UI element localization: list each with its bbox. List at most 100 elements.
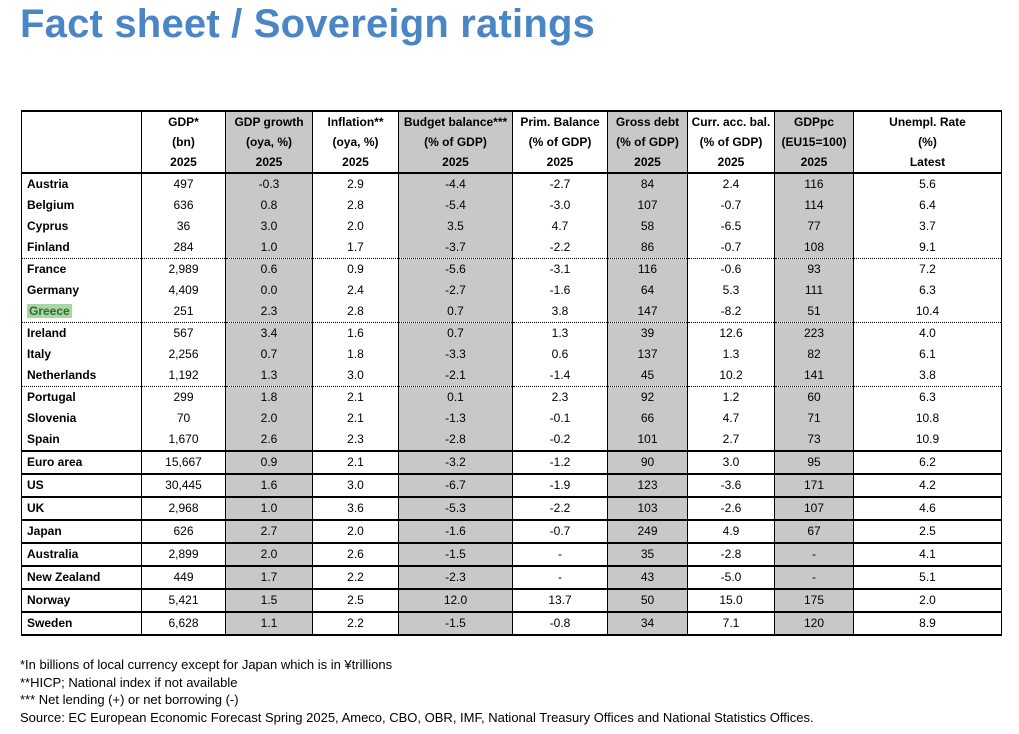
header-gdppc: 2025 bbox=[774, 152, 854, 174]
cell-gdp: 1,192 bbox=[141, 365, 226, 387]
country-name: Japan bbox=[21, 520, 142, 544]
header-inflation: (oya, %) bbox=[312, 132, 399, 152]
header-inflation: Inflation** bbox=[312, 110, 399, 132]
header-budget-balance: 2025 bbox=[398, 152, 513, 174]
cell-gross-debt: 86 bbox=[607, 237, 688, 259]
header-prim-balance: 2025 bbox=[512, 152, 608, 174]
header-budget-balance: (% of GDP) bbox=[398, 132, 513, 152]
cell-gdppc: 93 bbox=[774, 258, 854, 280]
cell-gdppc: 114 bbox=[774, 195, 854, 216]
cell-gdp: 70 bbox=[141, 408, 226, 429]
cell-gdp-growth: 1.7 bbox=[225, 566, 313, 590]
header-row: GDP* GDP growth Inflation** Budget balance*… bbox=[21, 110, 1002, 132]
cell-curr-acc-bal: 4.9 bbox=[687, 520, 775, 544]
cell-unempl-rate: 10.8 bbox=[853, 408, 1002, 429]
header-gross-debt: 2025 bbox=[607, 152, 688, 174]
cell-unempl-rate: 10.4 bbox=[853, 301, 1002, 323]
cell-curr-acc-bal: -8.2 bbox=[687, 301, 775, 323]
cell-gross-debt: 103 bbox=[607, 497, 688, 521]
cell-gross-debt: 50 bbox=[607, 589, 688, 613]
cell-prim-balance: -0.1 bbox=[512, 408, 608, 429]
cell-gdp-growth: 0.9 bbox=[225, 451, 313, 475]
header-unempl-rate: Unempl. Rate bbox=[853, 110, 1002, 132]
cell-curr-acc-bal: 2.4 bbox=[687, 173, 775, 195]
cell-gross-debt: 45 bbox=[607, 365, 688, 387]
cell-unempl-rate: 6.2 bbox=[853, 451, 1002, 475]
cell-curr-acc-bal: -2.6 bbox=[687, 497, 775, 521]
cell-budget-balance: -3.2 bbox=[398, 451, 513, 475]
cell-budget-balance: -6.7 bbox=[398, 474, 513, 498]
header-unempl-rate: (%) bbox=[853, 132, 1002, 152]
cell-gdppc: 71 bbox=[774, 408, 854, 429]
country-label: Germany bbox=[27, 283, 80, 297]
cell-gdp-growth: 0.8 bbox=[225, 195, 313, 216]
cell-gdppc: 67 bbox=[774, 520, 854, 544]
table-row: Italy 2,256 0.7 1.8 -3.3 0.6 137 1.3 82 6.1 bbox=[21, 344, 1002, 365]
country-name: Greece bbox=[21, 301, 142, 323]
country-name: UK bbox=[21, 497, 142, 521]
cell-gdp-growth: 1.3 bbox=[225, 365, 313, 387]
cell-prim-balance: -1.6 bbox=[512, 280, 608, 301]
cell-inflation: 2.5 bbox=[312, 589, 399, 613]
country-label: Portugal bbox=[27, 390, 76, 404]
cell-gdp-growth: 2.7 bbox=[225, 520, 313, 544]
cell-inflation: 2.2 bbox=[312, 566, 399, 590]
cell-gdp-growth: 0.7 bbox=[225, 344, 313, 365]
cell-gdp: 626 bbox=[141, 520, 226, 544]
header-curr-acc-bal: Curr. acc. bal. bbox=[687, 110, 775, 132]
cell-gdp: 2,256 bbox=[141, 344, 226, 365]
cell-gross-debt: 90 bbox=[607, 451, 688, 475]
cell-prim-balance: 4.7 bbox=[512, 216, 608, 237]
country-label: Ireland bbox=[27, 326, 67, 340]
cell-gross-debt: 64 bbox=[607, 280, 688, 301]
cell-budget-balance: -2.8 bbox=[398, 429, 513, 452]
cell-gdp-growth: 1.1 bbox=[225, 612, 313, 636]
cell-gross-debt: 39 bbox=[607, 322, 688, 344]
cell-gross-debt: 58 bbox=[607, 216, 688, 237]
cell-gdp-growth: 1.6 bbox=[225, 474, 313, 498]
cell-gdp: 1,670 bbox=[141, 429, 226, 452]
footnotes: *In billions of local currency except fo… bbox=[20, 656, 814, 726]
country-label: Norway bbox=[27, 593, 71, 607]
cell-gdp: 251 bbox=[141, 301, 226, 323]
header-gdp: 2025 bbox=[141, 152, 226, 174]
cell-gross-debt: 34 bbox=[607, 612, 688, 636]
cell-inflation: 2.1 bbox=[312, 451, 399, 475]
header-inflation: 2025 bbox=[312, 152, 399, 174]
country-label: Belgium bbox=[27, 198, 75, 212]
table-row: Germany 4,409 0.0 2.4 -2.7 -1.6 64 5.3 111 6.3 bbox=[21, 280, 1002, 301]
cell-prim-balance: -3.1 bbox=[512, 258, 608, 280]
country-name: France bbox=[21, 258, 142, 280]
cell-gdp-growth: 0.0 bbox=[225, 280, 313, 301]
country-name: Ireland bbox=[21, 322, 142, 344]
cell-unempl-rate: 4.1 bbox=[853, 543, 1002, 567]
header-gdp: GDP* bbox=[141, 110, 226, 132]
cell-unempl-rate: 6.3 bbox=[853, 386, 1002, 408]
cell-inflation: 1.7 bbox=[312, 237, 399, 259]
country-label: Spain bbox=[27, 432, 60, 446]
table-row: Portugal 299 1.8 2.1 0.1 2.3 92 1.2 60 6.3 bbox=[21, 386, 1002, 408]
cell-curr-acc-bal: 1.2 bbox=[687, 386, 775, 408]
cell-budget-balance: -1.3 bbox=[398, 408, 513, 429]
cell-curr-acc-bal: -5.0 bbox=[687, 566, 775, 590]
cell-gdppc: 111 bbox=[774, 280, 854, 301]
header-curr-acc-bal: 2025 bbox=[687, 152, 775, 174]
country-name: Netherlands bbox=[21, 365, 142, 387]
country-label: France bbox=[27, 262, 67, 276]
header-gdp-growth: GDP growth bbox=[225, 110, 313, 132]
country-name: Australia bbox=[21, 543, 142, 567]
cell-unempl-rate: 4.6 bbox=[853, 497, 1002, 521]
cell-gdp: 2,968 bbox=[141, 497, 226, 521]
cell-prim-balance: -2.2 bbox=[512, 237, 608, 259]
cell-prim-balance: - bbox=[512, 543, 608, 567]
cell-unempl-rate: 4.0 bbox=[853, 322, 1002, 344]
cell-curr-acc-bal: 5.3 bbox=[687, 280, 775, 301]
header-gdp-growth: 2025 bbox=[225, 152, 313, 174]
cell-gdp: 449 bbox=[141, 566, 226, 590]
cell-gdp-growth: 2.0 bbox=[225, 543, 313, 567]
cell-inflation: 2.0 bbox=[312, 520, 399, 544]
cell-gdp-growth: 2.0 bbox=[225, 408, 313, 429]
cell-gdp: 15,667 bbox=[141, 451, 226, 475]
table-row: Netherlands 1,192 1.3 3.0 -2.1 -1.4 45 10.2 141 3… bbox=[21, 365, 1002, 387]
cell-unempl-rate: 8.9 bbox=[853, 612, 1002, 636]
